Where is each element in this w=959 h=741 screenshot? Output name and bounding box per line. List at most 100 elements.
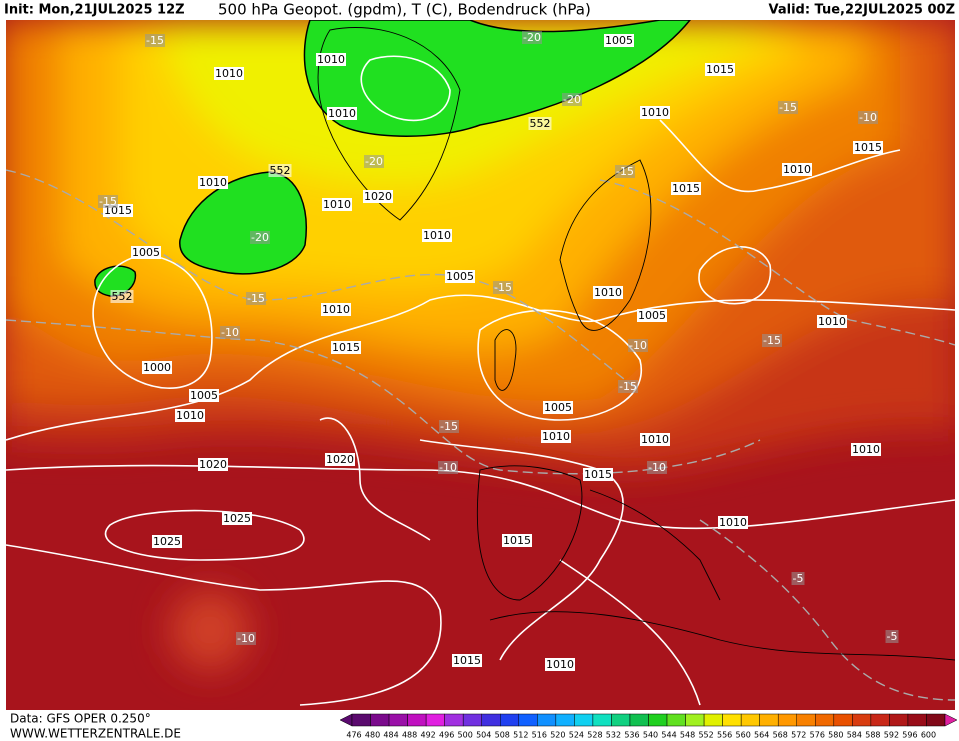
colorbar-cell bbox=[870, 713, 890, 727]
colorbar-label: 536 bbox=[624, 731, 639, 740]
isobar-label-box bbox=[851, 443, 881, 456]
isotherm-label-box bbox=[493, 281, 513, 294]
isobar-label: 1005 bbox=[446, 270, 474, 283]
isobar-label-box bbox=[640, 433, 670, 446]
isobar-label: 1010 bbox=[641, 433, 669, 446]
colorbar-cell bbox=[703, 713, 723, 727]
header-bar bbox=[0, 0, 959, 19]
colorbar-label: 516 bbox=[532, 731, 547, 740]
isotherm-label: -5 bbox=[887, 630, 898, 643]
isotherm-label: -10 bbox=[629, 339, 647, 352]
isobar-label-box bbox=[198, 176, 228, 189]
height-label: 552 bbox=[270, 164, 291, 177]
isobar-label-box bbox=[316, 53, 346, 66]
colorbar-label: 588 bbox=[865, 731, 880, 740]
colorbar-label: 568 bbox=[773, 731, 788, 740]
isobar-label: 1005 bbox=[132, 246, 160, 259]
colorbar: 476 480 484 488 492 496 500 504 508 512 516 520 524 5… bbox=[339, 713, 958, 740]
isobar-label-box bbox=[502, 534, 532, 547]
colorbar-label: 476 bbox=[346, 731, 361, 740]
map-title: 500 hPa Geopot. (gpdm), T (C), Bodendruc… bbox=[218, 1, 591, 19]
isobar-label-box bbox=[445, 270, 475, 283]
colorbar-cell bbox=[555, 713, 575, 727]
isobar-label: 1015 bbox=[672, 182, 700, 195]
colorbar-label: 480 bbox=[365, 731, 380, 740]
colorbar-label: 528 bbox=[587, 731, 602, 740]
colorbar-cell bbox=[852, 713, 872, 727]
isotherm-label-box bbox=[791, 572, 805, 585]
isobar-label: 1010 bbox=[423, 229, 451, 242]
map-labels: 1010 1010 1010 1010 1010 1010 1010 1010 1010 1010… bbox=[98, 31, 899, 671]
isotherm-label: -10 bbox=[221, 326, 239, 339]
isotherm-label-box bbox=[885, 630, 899, 643]
isobar-label-box bbox=[222, 512, 252, 525]
isotherm-label-box bbox=[364, 155, 384, 168]
colorbar-label: 584 bbox=[847, 731, 862, 740]
colorbar-cell bbox=[926, 713, 946, 727]
isotherm-label: -15 bbox=[779, 101, 797, 114]
data-source: Data: GFS OPER 0.250° bbox=[10, 712, 151, 726]
colorbar-label: 520 bbox=[550, 731, 565, 740]
isotherm-label-box bbox=[647, 461, 667, 474]
isobar-label: 1010 bbox=[783, 163, 811, 176]
isotherm-label: -10 bbox=[648, 461, 666, 474]
colorbar-cell bbox=[889, 713, 909, 727]
isobar-label: 1005 bbox=[638, 309, 666, 322]
isotherm-label: -10 bbox=[859, 111, 877, 124]
isotherm-label: -15 bbox=[616, 165, 634, 178]
isotherm-label: -15 bbox=[99, 195, 117, 208]
isobar-label-box bbox=[671, 182, 701, 195]
isobar-label-box bbox=[363, 190, 393, 203]
isobar-label: 1020 bbox=[364, 190, 392, 203]
isobar-label: 1010 bbox=[542, 430, 570, 443]
isotherm-label-box bbox=[762, 334, 782, 347]
isotherm-label-box bbox=[858, 111, 878, 124]
colorbar-cell bbox=[629, 713, 649, 727]
isobar-label: 1015 bbox=[453, 654, 481, 667]
isobar-label-box bbox=[152, 535, 182, 548]
isobar-label-box bbox=[543, 401, 573, 414]
isobar-label: 1010 bbox=[546, 658, 574, 671]
isotherm-label: -20 bbox=[251, 231, 269, 244]
colorbar-cell bbox=[685, 713, 705, 727]
isobar-label-box bbox=[817, 315, 847, 328]
isobar-label-box bbox=[198, 458, 228, 471]
isobar-label: 1010 bbox=[322, 303, 350, 316]
colorbar-label: 508 bbox=[495, 731, 510, 740]
isobar-label-box bbox=[452, 654, 482, 667]
isotherm-label: -15 bbox=[247, 292, 265, 305]
isotherm-label-box bbox=[145, 34, 165, 47]
isobar-label: 1025 bbox=[153, 535, 181, 548]
isotherm-label-box bbox=[522, 31, 542, 44]
colorbar-cell bbox=[537, 713, 557, 727]
isotherm-label: -15 bbox=[494, 281, 512, 294]
isobar-label: 1010 bbox=[594, 286, 622, 299]
isotherm-label-box bbox=[778, 101, 798, 114]
isotherm-label-box bbox=[628, 339, 648, 352]
isobar-label: 1010 bbox=[323, 198, 351, 211]
colorbar-cell bbox=[388, 713, 408, 727]
isotherm-label-box bbox=[220, 326, 240, 339]
colorbar-label: 484 bbox=[383, 731, 398, 740]
isobar-label: 1015 bbox=[706, 63, 734, 76]
isotherm-label: -20 bbox=[563, 93, 581, 106]
colorbar-cell bbox=[666, 713, 686, 727]
isobar-label: 1015 bbox=[854, 141, 882, 154]
colorbar-cell bbox=[815, 713, 835, 727]
isobar-label-box bbox=[718, 516, 748, 529]
isobar-label: 1010 bbox=[818, 315, 846, 328]
isotherm-label: -20 bbox=[523, 31, 541, 44]
colorbar-cell bbox=[574, 713, 594, 727]
colorbar-cell bbox=[351, 713, 371, 727]
colorbar-label: 512 bbox=[513, 731, 528, 740]
isobar-label-box bbox=[705, 63, 735, 76]
height-label-box bbox=[528, 117, 552, 130]
isobar-label-box bbox=[541, 430, 571, 443]
isobar-label: 1010 bbox=[852, 443, 880, 456]
isobar-label-box bbox=[545, 658, 575, 671]
colorbar-cell bbox=[722, 713, 742, 727]
isotherm-label-box bbox=[246, 292, 266, 305]
isobar-label: 1015 bbox=[584, 468, 612, 481]
colorbar-label: 540 bbox=[643, 731, 658, 740]
